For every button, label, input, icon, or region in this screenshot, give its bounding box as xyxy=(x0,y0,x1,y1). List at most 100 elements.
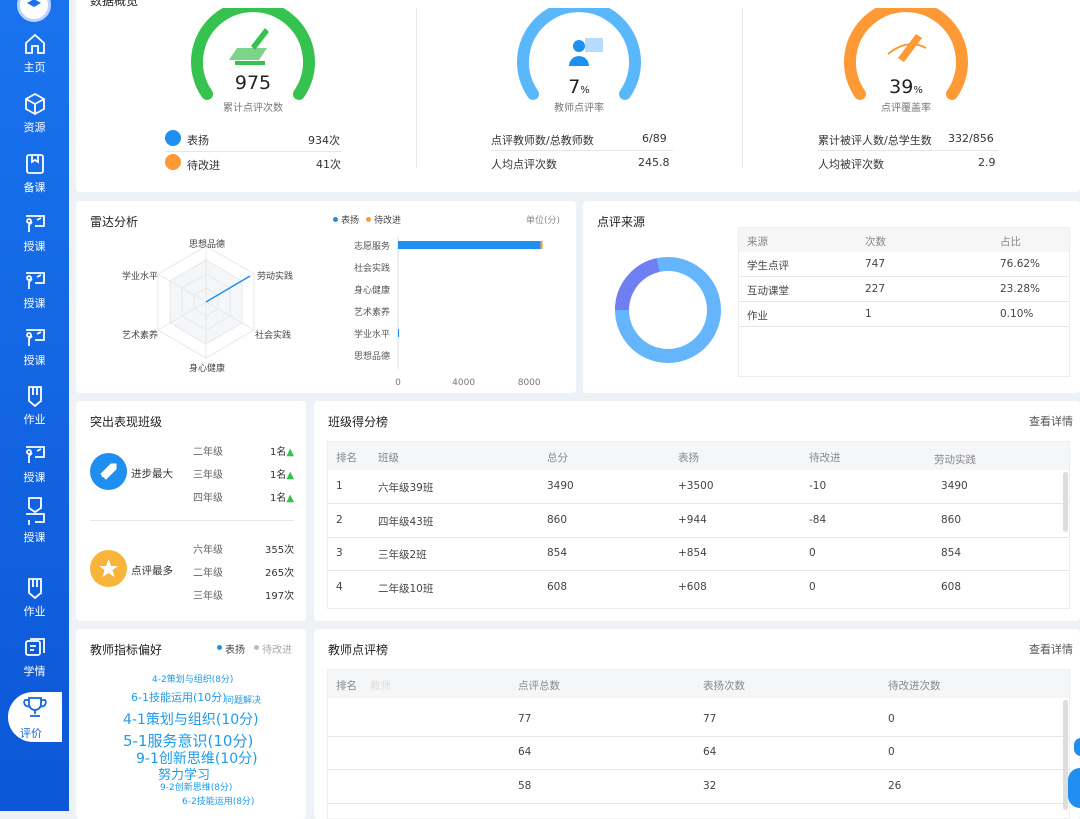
sidebar-item-teach-5[interactable]: 授课 xyxy=(0,496,69,552)
source-count: 747 xyxy=(865,258,886,270)
teacher-review-rate-gauge xyxy=(517,8,641,100)
sidebar-item-home[interactable]: 主页 xyxy=(0,32,69,88)
praise-cell: 77 xyxy=(703,713,717,725)
sidebar-item-label: 授课 xyxy=(23,471,46,484)
source-percent: 23.28% xyxy=(1000,283,1041,295)
most-value: 355次 xyxy=(265,545,295,556)
reviewing-teachers-value: 6/89 xyxy=(642,132,667,145)
teacher-ranking-details-link[interactable]: 查看详情 xyxy=(1029,643,1073,656)
homework-icon xyxy=(27,578,42,600)
category-label: 志愿服务 xyxy=(354,240,390,252)
class-ranking-card: 班级得分榜 查看详情 排名 班级 总分 表扬 待改进 劳动实践 1 六年级39班… xyxy=(314,401,1080,621)
praise-cell: 32 xyxy=(703,780,717,792)
teacher-preference-card: 教师指标偏好 表扬 待改进 4-2策划与组织(8分) 6-1技能运用(10分) … xyxy=(76,629,306,819)
source-name: 学生点评 xyxy=(747,260,789,272)
labor-cell: 608 xyxy=(941,581,962,593)
col-header: 教师 xyxy=(370,680,391,692)
teacher-ranking-title: 教师点评榜 xyxy=(328,643,389,657)
word-cloud-item: 4-1策划与组织(10分) xyxy=(123,712,259,728)
total-reviews-gauge xyxy=(191,8,315,100)
sidebar-item-teach-2[interactable]: 授课 xyxy=(0,268,69,324)
class-cell: 二年级10班 xyxy=(378,583,434,595)
class-ranking-details-link[interactable]: 查看详情 xyxy=(1029,415,1073,428)
progress-grade: 二年级 xyxy=(193,447,223,458)
smile-icon xyxy=(165,154,181,170)
progress-value: 1名▲ xyxy=(270,447,295,458)
radar-axis-label: 学业水平 xyxy=(122,272,159,282)
praise-cell: +3500 xyxy=(678,480,714,492)
col-header: 班级 xyxy=(378,452,399,464)
sidebar-item-teach-1[interactable]: 授课 xyxy=(0,211,69,267)
col-header: 表扬 xyxy=(678,452,699,464)
category-label: 艺术素养 xyxy=(354,306,390,318)
sidebar-item-teach-4[interactable]: 授课 xyxy=(0,442,69,498)
avg-reviews-label: 人均点评次数 xyxy=(491,158,557,171)
float-help-button[interactable] xyxy=(1074,738,1080,756)
total-reviews-value: 975 xyxy=(234,72,272,94)
praise-value: 934次 xyxy=(308,134,340,147)
bar-praise xyxy=(398,329,399,337)
radar-axis-label: 思想品德 xyxy=(189,240,226,250)
radar-title: 雷达分析 xyxy=(90,215,139,229)
school-logo xyxy=(17,0,51,22)
teach-icon xyxy=(25,215,45,232)
thumbs-up-icon xyxy=(165,130,181,146)
word-cloud-item: 6-1技能运用(10分) xyxy=(131,691,227,704)
teacher-icon xyxy=(569,38,603,66)
review-coverage-caption: 点评覆盖率 xyxy=(881,103,931,114)
overview-card: 数据概览 975 累计点评次数 表扬 934次 待改进 41次 7% 教师点评率… xyxy=(76,0,1080,192)
col-header: 待改进 xyxy=(809,452,841,464)
improve-cell: -84 xyxy=(809,514,827,526)
source-count: 1 xyxy=(865,308,872,320)
category-label: 身心健康 xyxy=(354,284,390,296)
teacher-preference-title: 教师指标偏好 xyxy=(90,643,163,657)
sidebar-item-prepare[interactable]: 备课 xyxy=(0,152,69,208)
donut-segment-interactive xyxy=(614,258,660,311)
word-cloud-item: 9-1创新思维(10分) xyxy=(136,751,258,767)
praise-label: 表扬 xyxy=(187,134,209,147)
word-cloud-item: 5-1服务意识(10分) xyxy=(123,732,254,750)
sidebar-item-resources[interactable]: 资源 xyxy=(0,92,69,148)
chart-unit: 单位(分) xyxy=(526,216,561,226)
col-header: 总分 xyxy=(547,452,568,464)
labor-cell: 854 xyxy=(941,547,962,559)
total-cell: 3490 xyxy=(547,480,574,492)
bar-praise xyxy=(398,241,541,249)
table-scrollbar[interactable] xyxy=(1063,700,1068,810)
improve-cell: 0 xyxy=(809,547,816,559)
radar-chart xyxy=(157,245,255,359)
most-grade: 三年级 xyxy=(193,591,223,602)
avg-reviewed-label: 人均被评次数 xyxy=(818,158,884,171)
sidebar-item-evaluation[interactable]: 评价 xyxy=(8,692,62,742)
x-tick-label: 8000 xyxy=(518,378,541,388)
reviewing-teachers-label: 点评教师数/总教师数 xyxy=(491,134,594,147)
x-tick-label: 0 xyxy=(395,378,401,388)
class-cell: 三年级2班 xyxy=(378,549,427,561)
study-icon xyxy=(24,638,45,656)
avg-reviewed-value: 2.9 xyxy=(978,156,996,169)
sidebar-item-label: 资源 xyxy=(23,121,46,134)
sidebar-item-teach-3[interactable]: 授课 xyxy=(0,325,69,381)
float-action-button[interactable] xyxy=(1068,768,1080,808)
sidebar-item-homework-1[interactable]: 作业 xyxy=(0,384,69,440)
sidebar-item-label: 备课 xyxy=(23,181,46,194)
avg-reviews-value: 245.8 xyxy=(638,156,670,169)
sidebar-item-label: 授课 xyxy=(23,297,46,310)
sidebar-item-study[interactable]: 学情 xyxy=(0,636,69,692)
outstanding-title: 突出表现班级 xyxy=(90,415,163,429)
bookmark-icon xyxy=(25,154,44,174)
sidebar-item-label: 授课 xyxy=(23,354,46,367)
reviewed-students-label: 累计被评人数/总学生数 xyxy=(818,134,932,147)
rank-cell: 4 xyxy=(336,581,343,593)
class-cell: 六年级39班 xyxy=(378,482,434,494)
source-header: 占比 xyxy=(1000,236,1021,248)
category-label: 社会实践 xyxy=(354,262,390,274)
source-card: 点评来源 来源 次数 占比 学生点评 747 76.62% 互动课堂 227 2… xyxy=(583,201,1080,393)
legend-praise: 表扬 xyxy=(341,216,360,226)
radar-axis-label: 艺术素养 xyxy=(122,331,159,341)
col-header: 表扬次数 xyxy=(703,680,745,692)
sidebar-item-homework-2[interactable]: 作业 xyxy=(0,576,69,632)
total-reviews-caption: 累计点评次数 xyxy=(223,103,283,114)
table-scrollbar[interactable] xyxy=(1063,472,1068,532)
